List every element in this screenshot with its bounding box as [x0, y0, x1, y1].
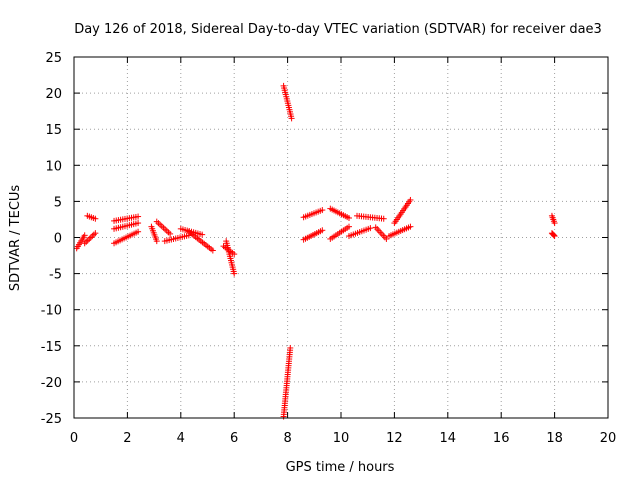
- data-point: [231, 270, 238, 277]
- data-point: [83, 238, 90, 245]
- data-point: [90, 231, 97, 238]
- x-tick-label: 20: [600, 431, 617, 446]
- data-point: [367, 225, 374, 232]
- y-axis-label: SDTVAR / TECUs: [8, 185, 23, 292]
- data-point: [135, 228, 142, 235]
- data-point: [551, 233, 558, 240]
- y-tick-label: -25: [41, 412, 62, 427]
- data-point: [383, 235, 390, 242]
- data-point: [346, 223, 353, 230]
- chart-title: Day 126 of 2018, Sidereal Day-to-day VTE…: [74, 22, 602, 37]
- y-tick-label: 5: [54, 195, 62, 210]
- data-point: [135, 213, 142, 220]
- y-tick-label: 15: [45, 123, 62, 138]
- data-point: [167, 230, 174, 237]
- plot-frame: [73, 56, 609, 419]
- x-tick-label: 18: [546, 431, 563, 446]
- data-point: [288, 115, 295, 122]
- y-tick-label: -5: [49, 268, 62, 283]
- x-axis-label: GPS time / hours: [286, 460, 395, 475]
- data-point: [287, 344, 294, 351]
- x-tick-label: 16: [493, 431, 510, 446]
- x-tick-label: 6: [230, 431, 238, 446]
- data-point: [81, 232, 88, 239]
- data-point: [319, 207, 326, 214]
- data-point: [550, 231, 557, 238]
- data-point: [199, 231, 206, 238]
- y-tick-label: 10: [45, 159, 62, 174]
- data-point: [92, 230, 99, 237]
- data-point: [153, 238, 160, 245]
- y-tick-labels: 25 20 15 10 5 0 -5 -10 -15 -20 -25: [41, 51, 62, 427]
- data-point: [89, 233, 96, 240]
- data-point: [92, 215, 99, 222]
- data-point: [209, 247, 216, 254]
- x-tick-label: 8: [283, 431, 291, 446]
- data-points: [73, 82, 558, 420]
- y-tick-label: 0: [54, 232, 62, 247]
- y-tick-label: 25: [45, 51, 62, 66]
- data-point: [231, 251, 238, 258]
- x-tick-label: 14: [440, 431, 457, 446]
- data-point: [87, 234, 94, 241]
- x-tick-label: 12: [386, 431, 403, 446]
- y-tick-label: 20: [45, 87, 62, 102]
- data-point: [346, 215, 353, 222]
- x-tick-label: 2: [123, 431, 131, 446]
- data-point: [407, 196, 414, 203]
- x-tick-labels: 0 2 4 6 8 10 12 14 16 18 20: [70, 431, 616, 446]
- data-point: [135, 220, 142, 227]
- data-point: [86, 235, 93, 242]
- y-tick-label: -15: [41, 340, 62, 355]
- data-point: [550, 232, 557, 239]
- grid-lines: [74, 57, 608, 418]
- y-tick-label: -20: [41, 376, 62, 391]
- data-point: [380, 215, 387, 222]
- data-point: [551, 220, 558, 227]
- data-point: [319, 227, 326, 234]
- data-point: [407, 223, 414, 230]
- y-tick-label: -10: [41, 304, 62, 319]
- x-tick-label: 4: [177, 431, 185, 446]
- x-tick-label: 0: [70, 431, 78, 446]
- data-point: [84, 237, 91, 244]
- x-tick-label: 10: [333, 431, 350, 446]
